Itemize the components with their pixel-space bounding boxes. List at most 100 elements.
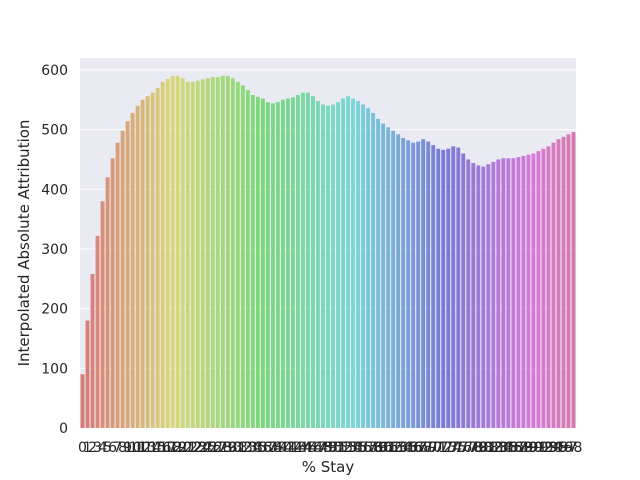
bar-80 bbox=[481, 166, 486, 429]
bar-4 bbox=[100, 201, 105, 428]
x-tick-label: 54 bbox=[344, 440, 362, 456]
x-tick-label: 7 bbox=[113, 440, 122, 456]
x-tick-label: 82 bbox=[484, 440, 502, 456]
bar-58 bbox=[371, 112, 376, 429]
x-tick-label: 25 bbox=[199, 440, 217, 456]
x-tick-label: 97 bbox=[560, 440, 578, 456]
y-tick-label: 300 bbox=[41, 242, 68, 258]
x-tick-label: 34 bbox=[244, 440, 262, 456]
x-tick-label: 41 bbox=[279, 440, 297, 456]
x-tick-label: 81 bbox=[479, 440, 497, 456]
bar-1 bbox=[85, 320, 90, 428]
bar-20 bbox=[180, 78, 185, 428]
x-tick-label: 44 bbox=[294, 440, 312, 456]
x-tick-label: 17 bbox=[159, 440, 177, 456]
bar-21 bbox=[185, 81, 190, 429]
bar-77 bbox=[466, 159, 471, 428]
bar-83 bbox=[496, 159, 501, 428]
x-tick-label: 32 bbox=[234, 440, 252, 456]
x-tick-label: 23 bbox=[189, 440, 207, 456]
x-tick-label: 91 bbox=[530, 440, 548, 456]
bar-59 bbox=[376, 118, 381, 429]
x-tick-label: 19 bbox=[169, 440, 187, 456]
x-tick-label: 58 bbox=[364, 440, 382, 456]
bar-12 bbox=[140, 99, 145, 429]
y-axis-label: Interpolated Absolute Attribution bbox=[15, 120, 33, 367]
y-tick-label: 600 bbox=[41, 63, 68, 79]
x-tick-label: 59 bbox=[369, 440, 387, 456]
x-tick-label: 13 bbox=[139, 440, 157, 456]
x-tick-label: 40 bbox=[274, 440, 292, 456]
x-tick-label: 92 bbox=[535, 440, 553, 456]
bar-86 bbox=[511, 158, 516, 428]
bar-33 bbox=[245, 90, 250, 428]
x-tick-label: 72 bbox=[434, 440, 452, 456]
x-tick-label: 65 bbox=[399, 440, 417, 456]
x-tick-label: 96 bbox=[555, 440, 573, 456]
bar-90 bbox=[531, 153, 536, 429]
x-tick-label: 93 bbox=[540, 440, 558, 456]
bar-15 bbox=[155, 87, 160, 428]
bar-8 bbox=[120, 130, 125, 428]
x-tick-label: 95 bbox=[550, 440, 568, 456]
bar-6 bbox=[110, 158, 115, 428]
bar-11 bbox=[135, 105, 140, 429]
x-tick-label: 35 bbox=[249, 440, 267, 456]
x-tick-label: 29 bbox=[219, 440, 237, 456]
y-tick-label: 200 bbox=[41, 302, 68, 318]
bar-34 bbox=[250, 95, 255, 428]
bar-29 bbox=[225, 75, 230, 429]
x-tick-label: 63 bbox=[389, 440, 407, 456]
x-tick-label: 98 bbox=[565, 440, 583, 456]
bar-54 bbox=[351, 98, 356, 428]
x-tick-label: 10 bbox=[124, 440, 142, 456]
bar-73 bbox=[446, 148, 451, 428]
x-tick-label: 62 bbox=[384, 440, 402, 456]
x-tick-label: 37 bbox=[259, 440, 277, 456]
x-tick-label: 1 bbox=[83, 440, 92, 456]
bar-91 bbox=[536, 151, 541, 428]
x-axis-ticks: 0123456789101112131415161718192021222324… bbox=[78, 440, 582, 456]
bar-79 bbox=[476, 165, 481, 429]
x-tick-label: 28 bbox=[214, 440, 232, 456]
x-tick-label: 12 bbox=[134, 440, 152, 456]
x-tick-label: 47 bbox=[309, 440, 327, 456]
x-tick-label: 20 bbox=[174, 440, 192, 456]
bar-10 bbox=[130, 112, 135, 429]
x-tick-label: 51 bbox=[329, 440, 347, 456]
x-tick-label: 53 bbox=[339, 440, 357, 456]
x-tick-label: 36 bbox=[254, 440, 272, 456]
x-tick-label: 86 bbox=[504, 440, 522, 456]
bar-52 bbox=[341, 98, 345, 428]
x-tick-label: 22 bbox=[184, 440, 202, 456]
y-axis-ticks: 0 100 200 300 400 500 600 bbox=[41, 63, 68, 437]
x-tick-label: 55 bbox=[349, 440, 367, 456]
x-tick-label: 8 bbox=[118, 440, 127, 456]
bar-63 bbox=[396, 134, 401, 428]
bar-27 bbox=[215, 77, 220, 428]
x-tick-label: 11 bbox=[129, 440, 147, 456]
bar-85 bbox=[506, 158, 511, 428]
x-tick-label: 84 bbox=[494, 440, 512, 456]
x-tick-label: 87 bbox=[509, 440, 527, 456]
bar-19 bbox=[175, 75, 180, 429]
bar-36 bbox=[260, 98, 265, 428]
bar-45 bbox=[306, 92, 310, 429]
x-tick-label: 89 bbox=[519, 440, 537, 456]
bar-49 bbox=[326, 105, 330, 429]
x-tick-label: 60 bbox=[374, 440, 392, 456]
bar-53 bbox=[346, 96, 350, 428]
bar-48 bbox=[321, 104, 325, 429]
x-tick-label: 61 bbox=[379, 440, 397, 456]
x-tick-label: 2 bbox=[88, 440, 97, 456]
x-tick-label: 24 bbox=[194, 440, 212, 456]
x-tick-label: 74 bbox=[444, 440, 462, 456]
bar-46 bbox=[311, 96, 315, 428]
bar-81 bbox=[486, 164, 491, 429]
x-tick-label: 52 bbox=[334, 440, 352, 456]
x-tick-label: 33 bbox=[239, 440, 257, 456]
bar-82 bbox=[491, 161, 496, 428]
bar-43 bbox=[295, 95, 300, 428]
bar-61 bbox=[386, 127, 391, 428]
x-tick-label: 56 bbox=[354, 440, 372, 456]
